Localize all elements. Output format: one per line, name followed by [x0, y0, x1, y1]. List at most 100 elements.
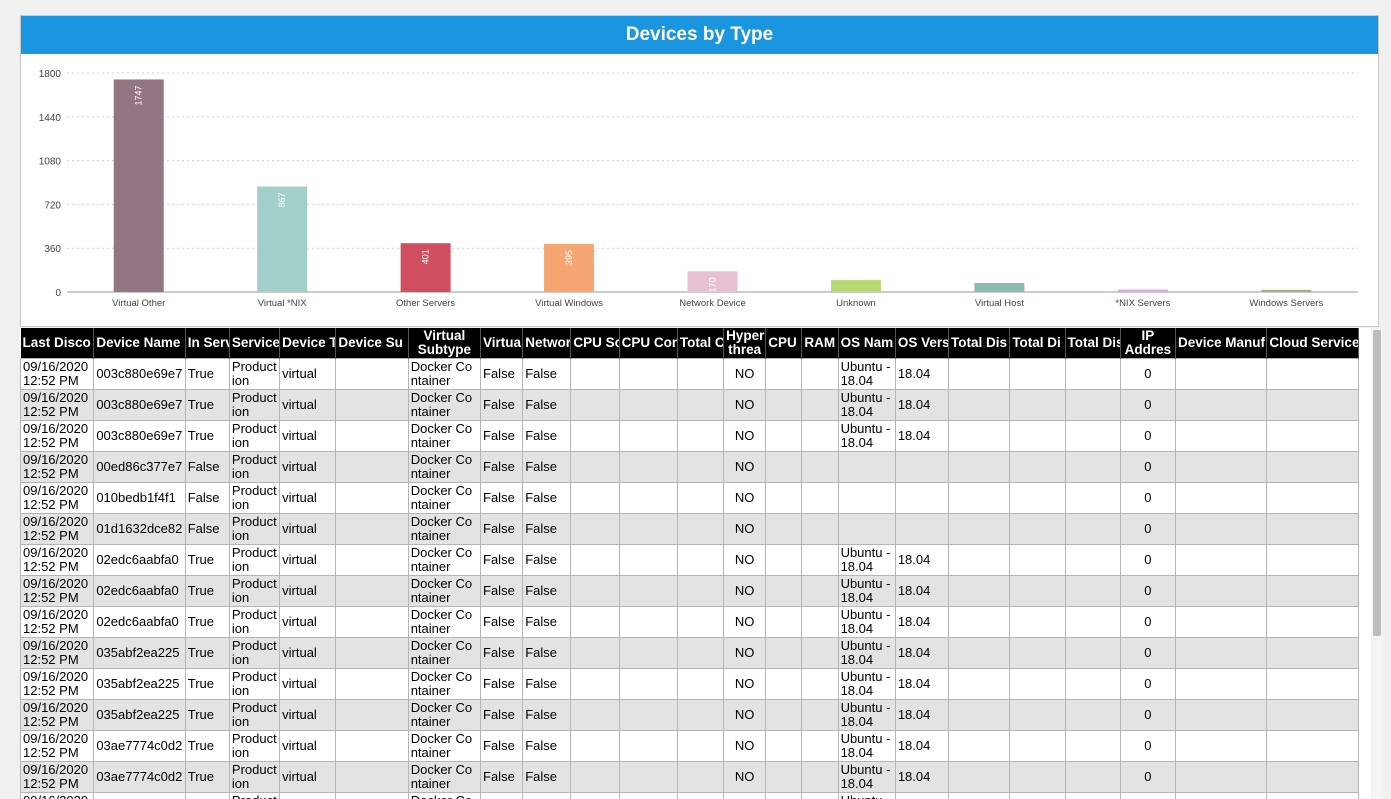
table-cell-os-version: 18.04 [894, 668, 950, 700]
column-header-virtual-subtype-6[interactable]: Virtual Subtype [408, 328, 482, 359]
bar [687, 271, 738, 292]
table-cell-ip-address: 0 [1119, 544, 1177, 576]
table-scrollbar[interactable] [1371, 328, 1383, 799]
table-cell-cpu-cores [618, 513, 678, 545]
table-cell-total-disk [1009, 761, 1066, 793]
table-cell-os-version: 18.04 [894, 637, 950, 669]
table-cell-total-cpu [676, 761, 725, 793]
table-cell-virtual: False [480, 513, 524, 545]
table-cell-hyper-threaded: NO [723, 792, 767, 799]
table-cell-cloud-service [1266, 761, 1359, 793]
table-cell-total-disk [1009, 358, 1066, 390]
table-cell-device-subtype [335, 730, 409, 762]
column-header-network-8[interactable]: Networ [522, 328, 572, 359]
table-cell-virtual: False [480, 668, 524, 700]
table-cell-total-cpu [676, 451, 725, 483]
column-header-total-disk-17[interactable]: Total Dis [948, 328, 1011, 359]
table-cell-virtual: False [480, 792, 524, 799]
table-cell-device-name: 035abf2ea225 [93, 637, 186, 669]
column-header-hyper-threaded-12[interactable]: Hyper threa [723, 328, 767, 359]
table-cell-network: False [522, 451, 572, 483]
table-cell-in-service: True [184, 668, 230, 700]
column-header-device-subtype-5[interactable]: Device Su [335, 328, 409, 359]
column-header-ram-14[interactable]: RAM [801, 328, 839, 359]
table-cell-cpu [765, 606, 803, 638]
table-cell-last-discovered: 09/16/2020 12:52 PM [20, 513, 95, 545]
table-row[interactable]: 09/16/2020 12:52 PM 035abf2ea225 True Produ… [20, 668, 1359, 700]
table-row[interactable]: 09/16/2020 12:52 PM 00ed86c377e7 False Prod… [20, 451, 1359, 483]
column-header-total-disk-18[interactable]: Total Di [1009, 328, 1066, 359]
table-cell-in-service: False [184, 513, 230, 545]
table-cell-total-disk [1064, 420, 1121, 452]
column-header-device-name-1[interactable]: Device Name [93, 328, 186, 359]
data-label: 170 [708, 277, 718, 292]
table-cell-total-disk [948, 451, 1011, 483]
table-row[interactable]: 09/16/2020 12:52 PM 02edc6aabfa0 True Produ… [20, 544, 1359, 576]
table-cell-network: False [522, 730, 572, 762]
column-header-os-version-16[interactable]: OS Vers [895, 328, 950, 359]
data-label: 867 [277, 193, 287, 208]
table-cell-total-cpu [676, 668, 725, 700]
table-row[interactable]: 09/16/2020 12:52 PM 003c880e69e7 True Produ… [20, 358, 1359, 390]
column-header-ip-address-20[interactable]: IP Addres [1120, 328, 1177, 359]
data-label: 1747 [134, 85, 144, 105]
table-row[interactable]: 09/16/2020 12:52 PM 010bedb1f4f1 False Prod… [20, 482, 1359, 514]
table-cell-total-disk [1064, 792, 1121, 799]
table-row[interactable]: 09/16/2020 12:52 PM 003c880e69e7 True Produ… [20, 389, 1359, 421]
table-cell-cpu-sockets [570, 513, 620, 545]
table-row[interactable]: 09/16/2020 12:52 PM03ae7774c0d2TrueProdu… [20, 792, 1359, 799]
column-header-os-name-15[interactable]: OS Nam [838, 328, 896, 359]
table-cell-service-level: Production [228, 668, 281, 700]
table-row[interactable]: 09/16/2020 12:52 PM 035abf2ea225 True Produ… [20, 637, 1359, 669]
column-header-virtual-7[interactable]: Virtua [480, 328, 524, 359]
table-cell-network: False [522, 513, 572, 545]
table-cell-device-manufacturer [1175, 699, 1268, 731]
column-header-total-cpu-11[interactable]: Total C [677, 328, 725, 359]
table-cell-last-discovered: 09/16/2020 12:52 PM [20, 544, 95, 576]
table-cell-network: False [522, 358, 572, 390]
column-header-cloud-service-22[interactable]: Cloud Service [1266, 328, 1359, 359]
table-cell-total-cpu [676, 358, 725, 390]
table-cell-device-type: virtual [279, 544, 337, 576]
table-cell-service-level: Production [228, 451, 281, 483]
column-header-cpu-cores-10[interactable]: CPU Cor [619, 328, 678, 359]
column-header-cpu-sockets-9[interactable]: CPU So [570, 328, 620, 359]
column-header-device-type-4[interactable]: Device T [279, 328, 337, 359]
table-cell-device-type: virtual [279, 606, 337, 638]
table-cell-device-subtype [335, 699, 409, 731]
table-cell-ip-address: 0 [1119, 761, 1177, 793]
column-header-cpu-13[interactable]: CPU [765, 328, 803, 359]
column-header-total-disk-19[interactable]: Total Dis [1065, 328, 1121, 359]
table-row[interactable]: 09/16/2020 12:52 PM 02edc6aabfa0 True Produ… [20, 575, 1359, 607]
table-cell-total-disk [948, 792, 1011, 799]
scrollbar-thumb[interactable] [1373, 330, 1381, 636]
table-cell-cpu-sockets [570, 420, 620, 452]
table-cell-cpu [765, 668, 803, 700]
table-cell-device-manufacturer [1175, 451, 1268, 483]
table-cell-service-level: Production [228, 637, 281, 669]
bar [113, 79, 164, 292]
table-cell-hyper-threaded: NO [723, 730, 767, 762]
column-header-device-manufacturer-21[interactable]: Device Manuf [1175, 328, 1268, 359]
table-cell-cloud-service [1266, 606, 1359, 638]
column-header-service-level-3[interactable]: Service [229, 328, 281, 359]
table-row[interactable]: 09/16/2020 12:52 PM 003c880e69e7 True Produ… [20, 420, 1359, 452]
table-cell-device-manufacturer [1175, 420, 1268, 452]
table-cell-cloud-service [1266, 389, 1359, 421]
table-row[interactable]: 09/16/2020 12:52 PM 035abf2ea225 True Produ… [20, 699, 1359, 731]
table-cell-virtual-subtype: Docker Container [407, 420, 482, 452]
table-row[interactable]: 09/16/2020 12:52 PM 02edc6aabfa0 True Produ… [20, 606, 1359, 638]
table-cell-virtual: False [480, 544, 524, 576]
x-tick-label: *NIX Servers [1115, 298, 1170, 309]
table-cell-device-subtype [335, 792, 409, 799]
table-cell-ip-address: 0 [1119, 699, 1177, 731]
column-header-in-service-2[interactable]: In Serv [185, 328, 230, 359]
table-cell-in-service: True [184, 575, 230, 607]
table-cell-total-disk [1009, 637, 1066, 669]
column-header-last-discovered-0[interactable]: Last Disco [20, 328, 95, 359]
table-cell-device-subtype [335, 668, 409, 700]
table-row[interactable]: 09/16/2020 12:52 PM 01d1632dce82 False Prod… [20, 513, 1359, 545]
table-cell-device-subtype [335, 451, 409, 483]
